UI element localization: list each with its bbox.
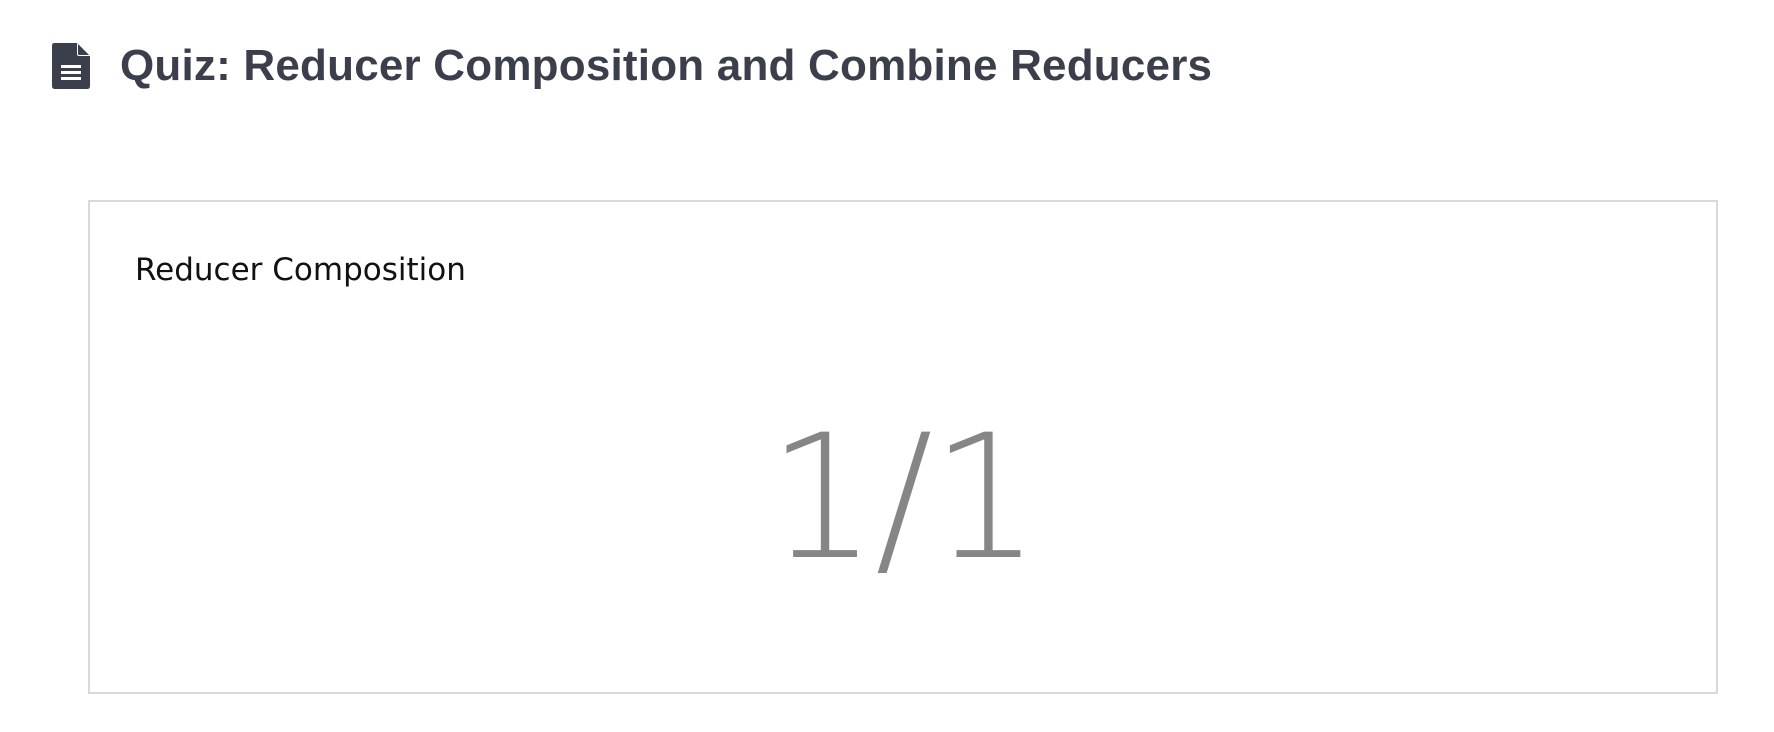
page-header: Quiz: Reducer Composition and Combine Re… — [52, 38, 1212, 94]
result-card: Reducer Composition 1/1 — [88, 200, 1718, 694]
document-icon — [52, 43, 90, 89]
card-label: Reducer Composition — [135, 252, 466, 288]
page-title: Quiz: Reducer Composition and Combine Re… — [120, 41, 1213, 90]
score-value: 1/1 — [767, 397, 1041, 598]
